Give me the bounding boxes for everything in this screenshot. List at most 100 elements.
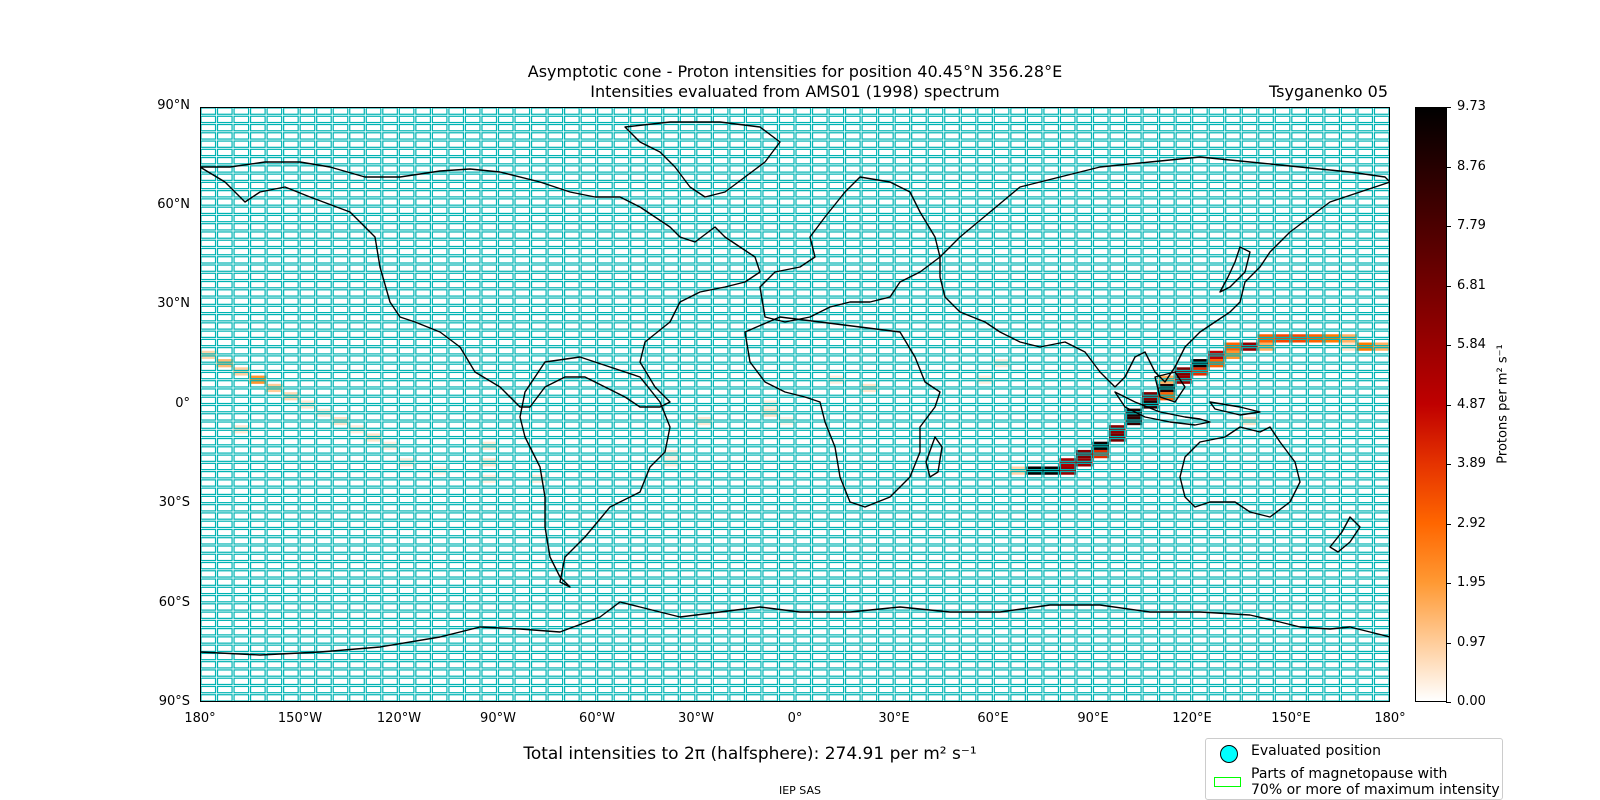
intensity-cell — [332, 416, 349, 426]
intensity-cell — [233, 425, 250, 434]
lon-tick-label: 180° — [184, 711, 216, 726]
intensity-cell — [1208, 350, 1225, 360]
intensity-cell — [398, 458, 415, 467]
credit-text: IEP SAS — [778, 784, 822, 797]
intensity-cells — [200, 334, 1390, 483]
intensity-cell — [861, 383, 878, 393]
legend-evaluated-position: Evaluated position — [1251, 743, 1381, 759]
total-intensity-text: Total intensities to 2π (halfsphere): 27… — [523, 744, 977, 764]
intensity-cell — [1208, 359, 1225, 368]
legend-magnetopause: Parts of magnetopause with 70% or more o… — [1251, 766, 1500, 798]
intensity-cell — [1290, 334, 1308, 343]
intensity-cell — [365, 433, 382, 442]
intensity-cell — [1340, 342, 1357, 351]
colorbar-tick-mark — [1446, 404, 1451, 406]
colorbar-tick-label: 4.87 — [1457, 396, 1486, 412]
colorbar-tick-mark — [1446, 226, 1451, 227]
intensity-cell — [249, 375, 267, 384]
intensity-cell — [1175, 367, 1192, 376]
colorbar-tick-label: 0.00 — [1457, 694, 1486, 709]
chart-title: Asymptotic cone - Proton intensities for… — [527, 62, 1063, 81]
lat-tick-label: 90°N — [157, 98, 190, 113]
intensity-cell — [1042, 466, 1060, 475]
intensity-cell — [1059, 466, 1076, 475]
colorbar-tick-label: 7.79 — [1457, 218, 1486, 233]
world-map — [200, 107, 1390, 702]
intensity-cell — [1274, 334, 1291, 343]
lon-tick-label: 60°W — [579, 711, 615, 726]
intensity-cell — [1142, 400, 1159, 409]
intensity-cell — [976, 375, 994, 384]
map-frame — [200, 107, 1390, 702]
lat-tick-label: 30°S — [158, 495, 190, 510]
intensity-cell — [1059, 458, 1076, 467]
intensity-cell — [1373, 342, 1390, 351]
intensity-cell — [315, 408, 333, 417]
intensity-cell — [662, 449, 680, 459]
intensity-cell — [695, 416, 713, 426]
intensity-cell — [1109, 433, 1126, 442]
intensity-cell — [662, 458, 680, 467]
coastlines — [200, 121, 1390, 702]
intensity-cell — [1175, 375, 1192, 384]
intensity-cell — [1191, 359, 1209, 368]
intensity-cell — [348, 425, 366, 434]
intensity-cell — [233, 367, 250, 376]
intensity-cell — [1158, 392, 1176, 401]
intensity-cell — [480, 458, 498, 467]
intensity-cell — [828, 375, 845, 384]
intensity-cell — [1241, 342, 1258, 351]
intensity-cell — [1307, 334, 1324, 343]
lon-tick-label: 60°E — [977, 711, 1009, 726]
colorbar-tick-label: 3.89 — [1457, 456, 1486, 471]
intensity-cell — [1323, 334, 1341, 343]
intensity-cell — [282, 392, 300, 401]
lon-tick-label: 90°E — [1077, 711, 1109, 726]
intensity-cell — [761, 400, 779, 409]
colorbar-tick-mark — [1446, 464, 1451, 465]
evaluated-position-marker-icon — [1220, 745, 1238, 763]
lon-tick-label: 0° — [787, 711, 803, 726]
colorbar-tick-label: 5.84 — [1457, 337, 1486, 352]
intensity-cell — [1125, 408, 1143, 417]
lon-tick-label: 150°E — [1271, 711, 1311, 726]
intensity-cell — [530, 474, 548, 483]
colorbar-tick-label: 8.76 — [1457, 158, 1486, 174]
intensity-cell — [480, 474, 498, 483]
lon-tick-label: 120°W — [376, 711, 422, 726]
lat-tick-label: 60°N — [157, 197, 190, 212]
intensity-cell — [778, 416, 795, 426]
legend-magnetopause-line1: Parts of magnetopause with — [1251, 766, 1448, 782]
intensity-cell — [216, 359, 234, 368]
colorbar-tick-mark — [1446, 523, 1451, 525]
intensity-cell — [431, 466, 448, 475]
intensity-cell — [1075, 449, 1093, 459]
colorbar-tick-mark — [1446, 583, 1451, 584]
lat-tick-label: 0° — [175, 396, 190, 411]
colorbar-tick-mark — [1446, 345, 1451, 346]
intensity-cell — [1125, 416, 1143, 426]
intensity-cell — [1026, 466, 1043, 475]
magnetopause-swatch-icon — [1214, 777, 1241, 787]
colorbar-tick-mark — [1446, 107, 1451, 108]
intensity-cell — [1224, 342, 1242, 351]
intensity-cell — [480, 441, 498, 450]
colorbar-tick-label: 1.95 — [1457, 575, 1486, 590]
lon-tick-label: 150°W — [277, 711, 323, 726]
intensity-cell — [1092, 441, 1110, 450]
colorbar-tick-mark — [1446, 702, 1451, 703]
model-label: Tsyganenko 05 — [1269, 82, 1388, 101]
colorbar — [1415, 107, 1447, 702]
intensity-cell — [381, 441, 399, 450]
colorbar-tick-mark — [1446, 285, 1451, 287]
intensity-cell — [1142, 392, 1159, 401]
intensity-cell — [200, 350, 217, 360]
intensity-cell — [1109, 425, 1126, 434]
intensity-cell — [266, 383, 283, 393]
intensity-cell — [1241, 416, 1258, 426]
intensity-cell — [299, 400, 316, 409]
lat-tick-label: 90°S — [158, 694, 190, 709]
intensity-cell — [761, 408, 779, 417]
legend: Evaluated position Parts of magnetopause… — [1205, 738, 1503, 800]
lon-tick-label: 90°W — [480, 711, 516, 726]
